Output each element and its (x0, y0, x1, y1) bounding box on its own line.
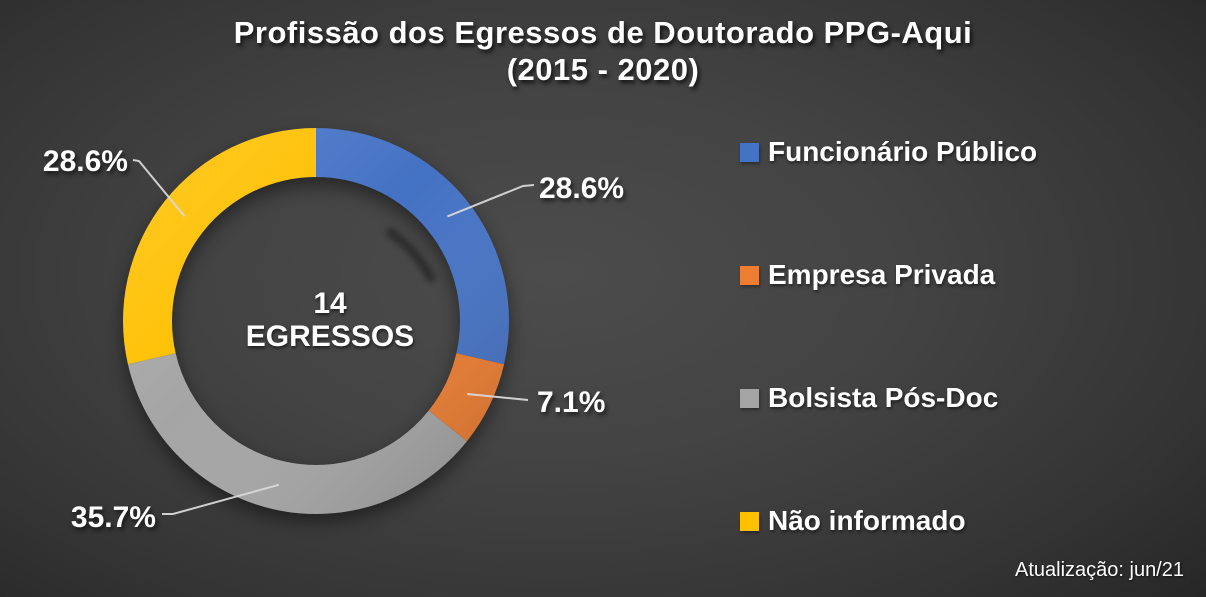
ring-inner-shadow (386, 228, 436, 283)
chart-title: Profissão dos Egressos de Doutorado PPG-… (0, 14, 1206, 88)
data-label-callouts (132, 159, 535, 515)
donut-center-count: 14 (313, 287, 347, 320)
callout-line-nao-informado (132, 159, 186, 218)
donut-ring (122, 128, 509, 514)
chart-title-line1: Profissão dos Egressos de Doutorado PPG-… (233, 15, 973, 50)
callout-line-funcionario-publico (447, 184, 535, 218)
data-label-nao-informado: 28.6% (43, 145, 128, 178)
callout-line-bolsista-pos-doc (162, 483, 280, 515)
data-label-funcionario-publico: 28.6% (539, 172, 624, 205)
donut-center-label: 14 EGRESSOS (180, 287, 480, 353)
chart-title-line2: (2015 - 2020) (506, 52, 700, 87)
data-label-bolsista-pos-doc: 35.7% (71, 501, 156, 534)
update-note: Atualização: jun/21 (1014, 559, 1184, 581)
callout-line-empresa-privada (467, 393, 529, 401)
data-label-empresa-privada: 7.1% (537, 386, 605, 419)
data-labels: 28.6% 7.1% 35.7% 28.6% (43, 145, 624, 534)
donut-center-word: EGRESSOS (245, 320, 415, 353)
